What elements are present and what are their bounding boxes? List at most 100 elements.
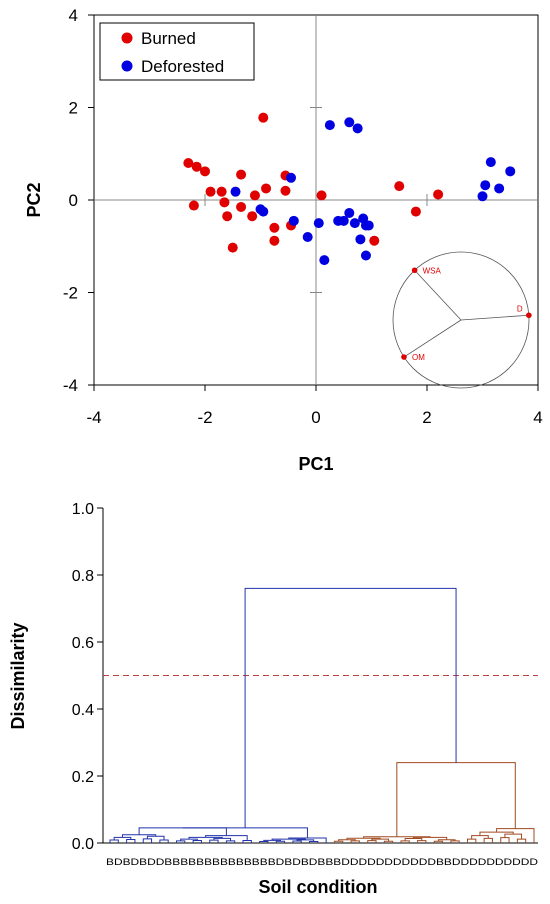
dendrogram-panel: 0.0 0.2 0.4 0.6 0.8 1.0 BDBDBDDBBBBBBBBBBBBBB…: [8, 501, 538, 897]
scatter-points: [183, 112, 516, 266]
legend-deforested-label: Deforested: [141, 57, 224, 76]
inset-biplot-vector-label: D: [517, 304, 523, 313]
scatter-point-deforested: [288, 215, 299, 226]
dendrogram-link: [483, 837, 493, 843]
scatter-y-tick-label: -4: [63, 376, 78, 395]
dendrogram-link: [159, 839, 169, 843]
legend-burned-marker: [121, 32, 133, 44]
scatter-point-burned: [369, 235, 380, 246]
legend-deforested-marker: [121, 60, 133, 72]
dendrogram-link: [113, 836, 132, 841]
scatter-point-burned: [236, 169, 247, 180]
dendrogram-y-tick-label: 0.2: [72, 769, 94, 786]
scatter-point-deforested: [258, 206, 269, 217]
scatter-point-deforested: [477, 191, 488, 202]
dendrogram-link: [466, 838, 477, 843]
scatter-point-burned: [249, 190, 260, 201]
scatter-point-burned: [269, 222, 280, 233]
scatter-point-burned: [261, 183, 272, 194]
dendrogram-link: [146, 835, 165, 841]
scatter-point-deforested: [360, 250, 371, 261]
dendrogram-link: [138, 827, 227, 836]
inset-biplot-circle: [392, 251, 530, 389]
inset-biplot-vector: [460, 314, 529, 321]
scatter-point-burned: [227, 242, 238, 253]
scatter-point-burned: [247, 211, 258, 222]
scatter-point-deforested: [352, 123, 363, 134]
scatter-y-tick-label: -2: [63, 284, 78, 303]
dendrogram-link: [396, 762, 516, 837]
dendrogram-link: [182, 827, 308, 838]
scatter-point-deforested: [349, 218, 360, 229]
scatter-x-tick-label: -4: [86, 408, 101, 427]
inset-biplot-vector-tip: [401, 354, 407, 360]
scatter-x-tick-label: 4: [533, 408, 542, 427]
dendrogram-link: [338, 839, 356, 842]
scatter-point-burned: [410, 206, 421, 217]
scatter-point-deforested: [319, 255, 330, 266]
dendrogram-y-tick-label: 0.8: [72, 568, 94, 585]
dendrogram-leaf-labels-text: BDBDBDDBBBBBBBBBBBBBBDBDBDBBBDDDDDDDDDDD…: [106, 857, 538, 868]
scatter-x-tick-label: 2: [422, 408, 431, 427]
scatter-point-deforested: [313, 218, 324, 229]
dendrogram-link: [516, 838, 527, 843]
scatter-x-tick-label: -2: [197, 408, 212, 427]
inset-biplot-vector: [414, 269, 462, 321]
legend-burned-label: Burned: [141, 29, 196, 48]
scatter-point-deforested: [480, 180, 491, 191]
dendrogram-y-tick-label: 1.0: [72, 501, 94, 518]
inset-biplot-vector-label: WSA: [423, 266, 442, 275]
scatter-point-burned: [216, 186, 227, 197]
scatter-point-deforested: [230, 186, 241, 197]
scatter-point-deforested: [324, 120, 335, 131]
dendrogram-link: [109, 839, 119, 843]
scatter-point-burned: [316, 190, 327, 201]
inset-biplot-vector-label: OM: [412, 353, 425, 362]
scatter-point-burned: [191, 161, 202, 172]
scatter-point-burned: [269, 235, 280, 246]
dendrogram-link: [412, 836, 448, 840]
dendrogram-link: [296, 839, 315, 842]
scatter-ticks: [88, 14, 539, 391]
inset-biplot-vector-tip: [526, 312, 532, 319]
scatter-point-deforested: [344, 207, 355, 218]
scatter-point-deforested: [286, 172, 297, 183]
dendrogram-tick-labels: 0.0 0.2 0.4 0.6 0.8 1.0: [72, 501, 94, 853]
dendrogram-link: [504, 833, 523, 840]
scatter-point-deforested: [338, 215, 349, 226]
scatter-y-axis-label: PC2: [24, 182, 44, 217]
scatter-point-deforested: [355, 234, 366, 245]
scatter-point-burned: [258, 112, 269, 123]
scatter-y-tick-label: 0: [69, 191, 78, 210]
inset-biplot: WSA D OM: [392, 251, 532, 389]
dendrogram-link: [496, 828, 535, 843]
inset-biplot-vectors: WSA D OM: [401, 266, 532, 362]
scatter-point-deforested: [494, 183, 505, 194]
scatter-point-deforested: [302, 232, 313, 242]
dendrogram-link: [121, 834, 157, 838]
dendrogram-y-tick-label: 0.6: [72, 635, 94, 652]
scatter-point-burned: [183, 158, 194, 168]
dendrogram-link: [209, 839, 219, 843]
scatter-point-burned: [205, 186, 216, 197]
scatter-point-burned: [433, 189, 444, 200]
dendrogram-y-tick-label: 0.0: [72, 836, 94, 853]
dendrogram-link: [271, 838, 306, 841]
dendrogram-link: [213, 837, 232, 841]
scatter-legend: Burned Deforested: [99, 22, 255, 81]
scatter-y-tick-label: 2: [69, 99, 78, 118]
scatter-point-deforested: [485, 157, 496, 168]
scatter-point-burned: [219, 197, 230, 208]
scatter-point-burned: [222, 211, 233, 222]
dendrogram-x-axis-label: Soil condition: [259, 877, 378, 897]
dendrogram-link: [371, 838, 390, 842]
dendrogram-link: [188, 836, 223, 840]
scatter-x-tick-label: 0: [311, 408, 320, 427]
scatter-point-burned: [394, 181, 405, 192]
scatter-point-burned: [236, 201, 247, 212]
dendrogram-link: [142, 838, 153, 843]
dendrogram-tree: [109, 587, 535, 843]
dendrogram-leaf-labels: BDBDBDDBBBBBBBBBBBBBBDBDBDBBBDDDDDDDDDDD…: [106, 857, 538, 868]
